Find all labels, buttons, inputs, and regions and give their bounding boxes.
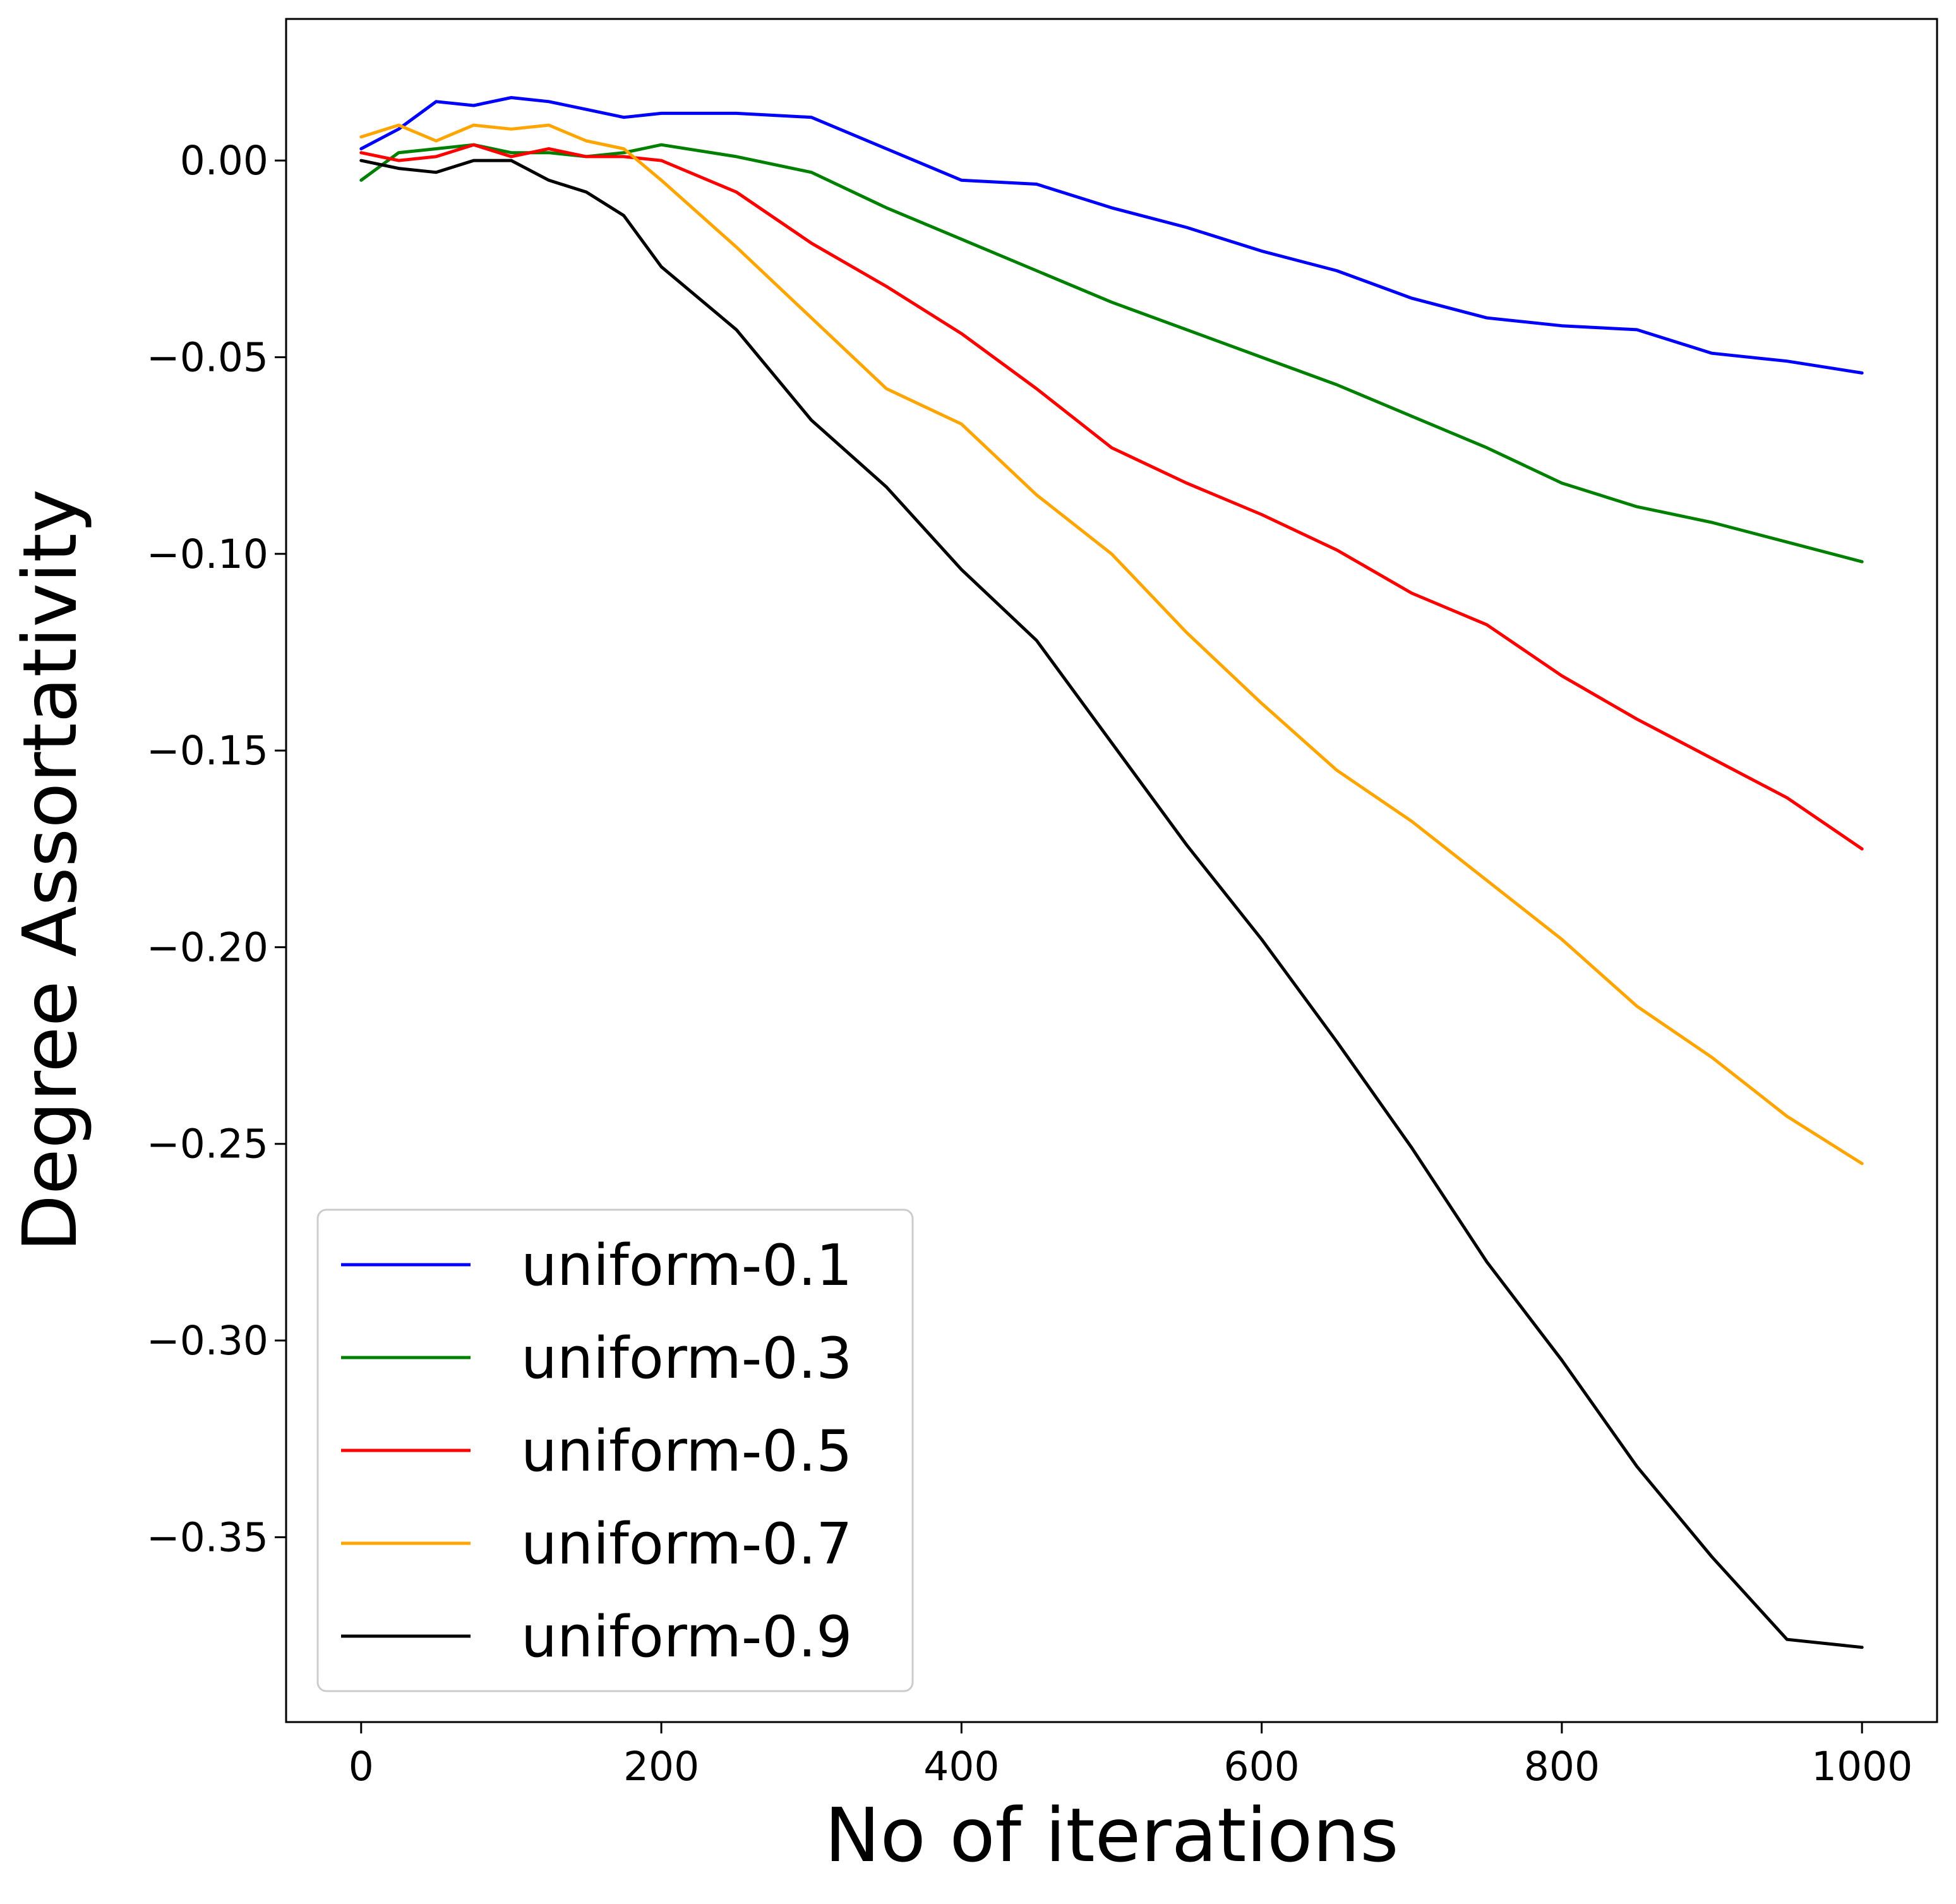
series-line-5 [359, 159, 1864, 1649]
x-tick-label: 1000 [1811, 1744, 1912, 1790]
series-line-2 [359, 143, 1864, 563]
y-tick-label: −0.05 [147, 334, 268, 380]
x-tick-label: 200 [623, 1744, 699, 1790]
legend: uniform-0.1 uniform-0.3 uniform-0.5 uniform… [316, 1208, 914, 1692]
legend-label-2: uniform-0.3 [521, 1325, 853, 1392]
y-tick-label: −0.20 [147, 924, 268, 970]
y-tick-label: −0.35 [147, 1514, 268, 1560]
series-layer [359, 96, 1864, 1649]
legend-label-3: uniform-0.5 [521, 1418, 853, 1485]
legend-label-4: uniform-0.7 [521, 1511, 853, 1577]
series-line-4 [359, 123, 1864, 1166]
series-line-1 [359, 96, 1864, 375]
x-tick-label: 0 [349, 1744, 374, 1790]
series-line-3 [359, 143, 1864, 851]
legend-label-5: uniform-0.9 [521, 1604, 853, 1670]
y-tick-label: −0.15 [147, 728, 268, 774]
x-axis-title: No of iterations [824, 1792, 1398, 1879]
plot-frame [285, 18, 1938, 1723]
x-tick-label: 600 [1224, 1744, 1300, 1790]
y-tick-label: −0.30 [147, 1318, 268, 1364]
y-tick-label: −0.10 [147, 531, 268, 577]
y-axis-title: Degree Assortativity [6, 489, 93, 1252]
x-tick-label: 400 [923, 1744, 999, 1790]
y-tick-label: −0.25 [147, 1121, 268, 1167]
y-axis: 0.00 −0.05 −0.10 −0.15 −0.20 −0.25 −0.30 −0.35 [147, 138, 286, 1560]
x-tick-label: 800 [1524, 1744, 1600, 1790]
legend-label-1: uniform-0.1 [521, 1232, 853, 1299]
x-axis: 0 200 400 600 800 1000 [349, 1722, 1912, 1790]
legend-frame [316, 1208, 914, 1692]
y-tick-label: 0.00 [180, 138, 268, 184]
